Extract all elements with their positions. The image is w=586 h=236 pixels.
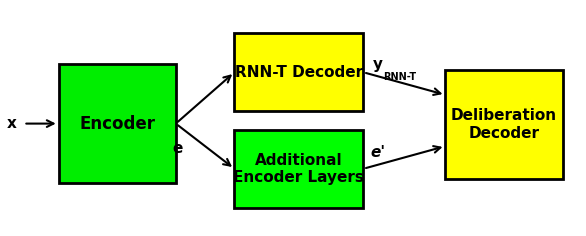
Text: Encoder: Encoder [79, 115, 155, 133]
Text: Additional
Encoder Layers: Additional Encoder Layers [233, 152, 364, 185]
Text: e': e' [371, 145, 386, 160]
Text: e: e [173, 141, 183, 156]
Text: $\mathbf{y}$: $\mathbf{y}$ [372, 58, 384, 74]
Text: Deliberation
Decoder: Deliberation Decoder [451, 108, 557, 141]
FancyBboxPatch shape [234, 130, 363, 208]
FancyBboxPatch shape [59, 64, 176, 183]
Text: RNN-T: RNN-T [383, 72, 416, 82]
Text: RNN-T Decoder: RNN-T Decoder [235, 65, 363, 80]
FancyBboxPatch shape [234, 33, 363, 111]
Text: x: x [7, 116, 16, 131]
FancyBboxPatch shape [445, 70, 563, 179]
